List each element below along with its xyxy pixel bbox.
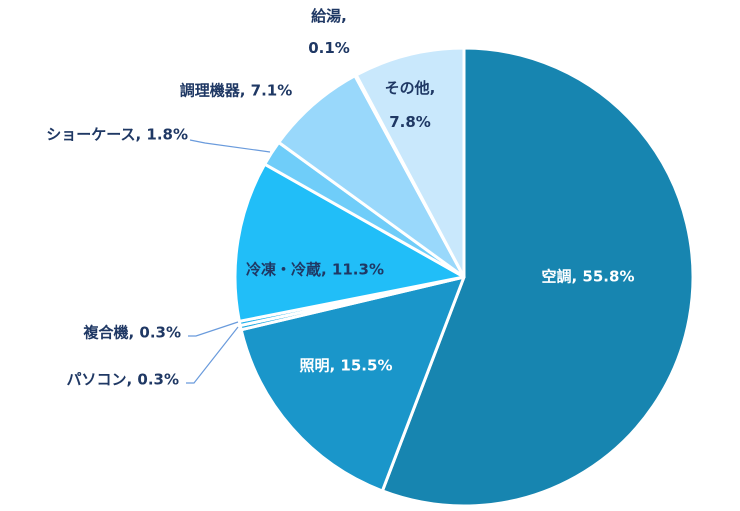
slice-label-line: 0.1% (308, 39, 350, 57)
slice-label-3: パソコン, 0.3% (66, 371, 179, 389)
pie-slice-2 (239, 275, 466, 493)
pie-slice-1 (380, 46, 695, 508)
slice-label-2: 照明, 15.5% (300, 357, 393, 375)
slice-label-7: 調理機器, 7.1% (180, 82, 293, 100)
slice-label-6: ショーケース, 1.8% (46, 126, 188, 144)
leader-line-6 (189, 139, 271, 153)
slice-label-line: 給湯, (311, 7, 347, 25)
slice-label-4: 複合機, 0.3% (82, 324, 181, 342)
slice-label-line: 7.8% (389, 113, 431, 131)
leader-line-4 (188, 321, 239, 337)
pie-slice-7 (277, 74, 466, 279)
slice-label-9: その他, 7.8% (385, 79, 436, 131)
leader-line-3 (186, 326, 239, 384)
slice-label-line: その他, (385, 79, 436, 97)
pie-slice-5 (233, 162, 466, 323)
slice-label-5: 冷凍・冷蔵, 11.3% (246, 261, 384, 279)
pie-slice-9 (354, 46, 466, 279)
slice-label-8: 給湯, 0.1% (308, 7, 350, 57)
slice-label-1: 空調, 55.8% (542, 268, 635, 286)
